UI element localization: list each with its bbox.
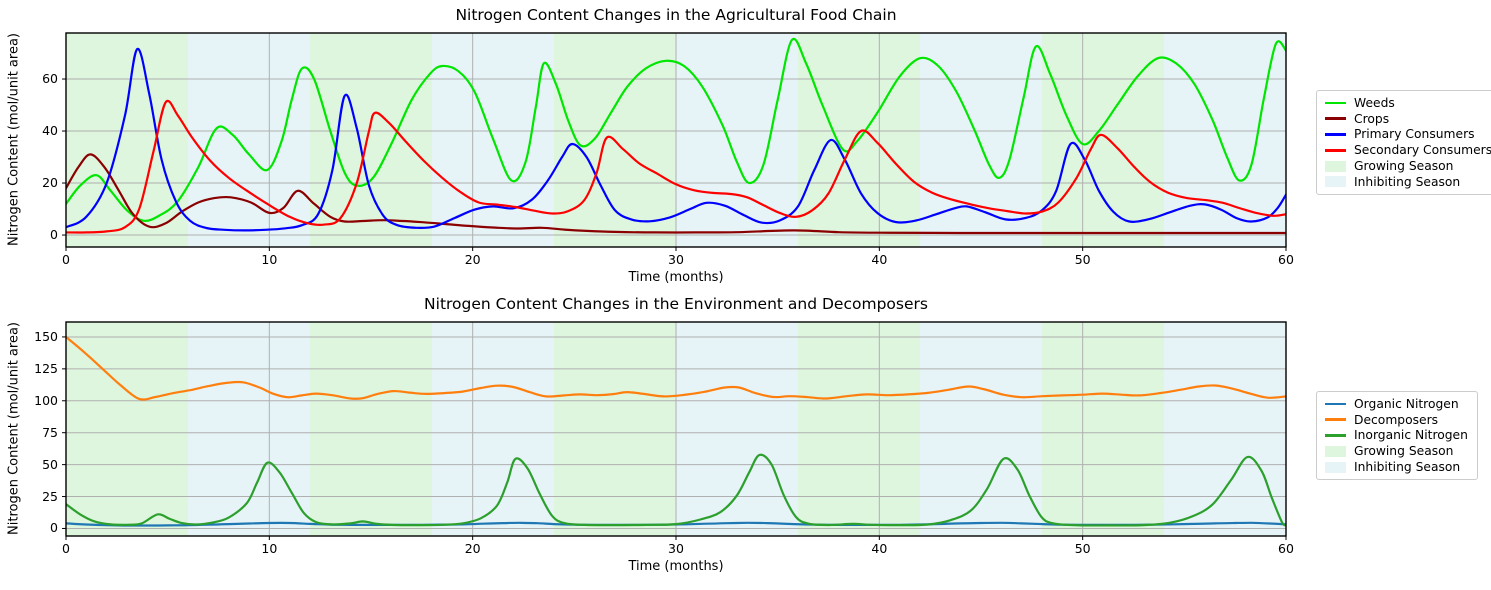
- growing-season-band: [1042, 33, 1164, 247]
- inhibiting-season-band: [188, 33, 310, 247]
- growing-season-band: [554, 322, 676, 536]
- series-line-secondary-consumers: [66, 99, 1286, 234]
- series-line-primary-consumers: [66, 47, 1286, 232]
- inhibiting-season-band: [676, 322, 798, 536]
- series-line-weeds: [66, 37, 1286, 222]
- series-line-inorganic-nitrogen: [66, 453, 1286, 527]
- inhibiting-season-band: [920, 322, 1042, 536]
- series-line-decomposers: [66, 335, 1286, 401]
- growing-season-band: [310, 33, 432, 247]
- inhibiting-season-band: [1164, 322, 1286, 536]
- inhibiting-season-band: [432, 322, 554, 536]
- growing-season-band: [66, 322, 188, 536]
- growing-season-band: [66, 33, 188, 247]
- series-line-crops: [66, 153, 1286, 235]
- growing-season-band: [1042, 322, 1164, 536]
- growing-season-band: [798, 322, 920, 536]
- inhibiting-season-band: [188, 322, 310, 536]
- inhibiting-season-band: [676, 33, 798, 247]
- growing-season-band: [310, 322, 432, 536]
